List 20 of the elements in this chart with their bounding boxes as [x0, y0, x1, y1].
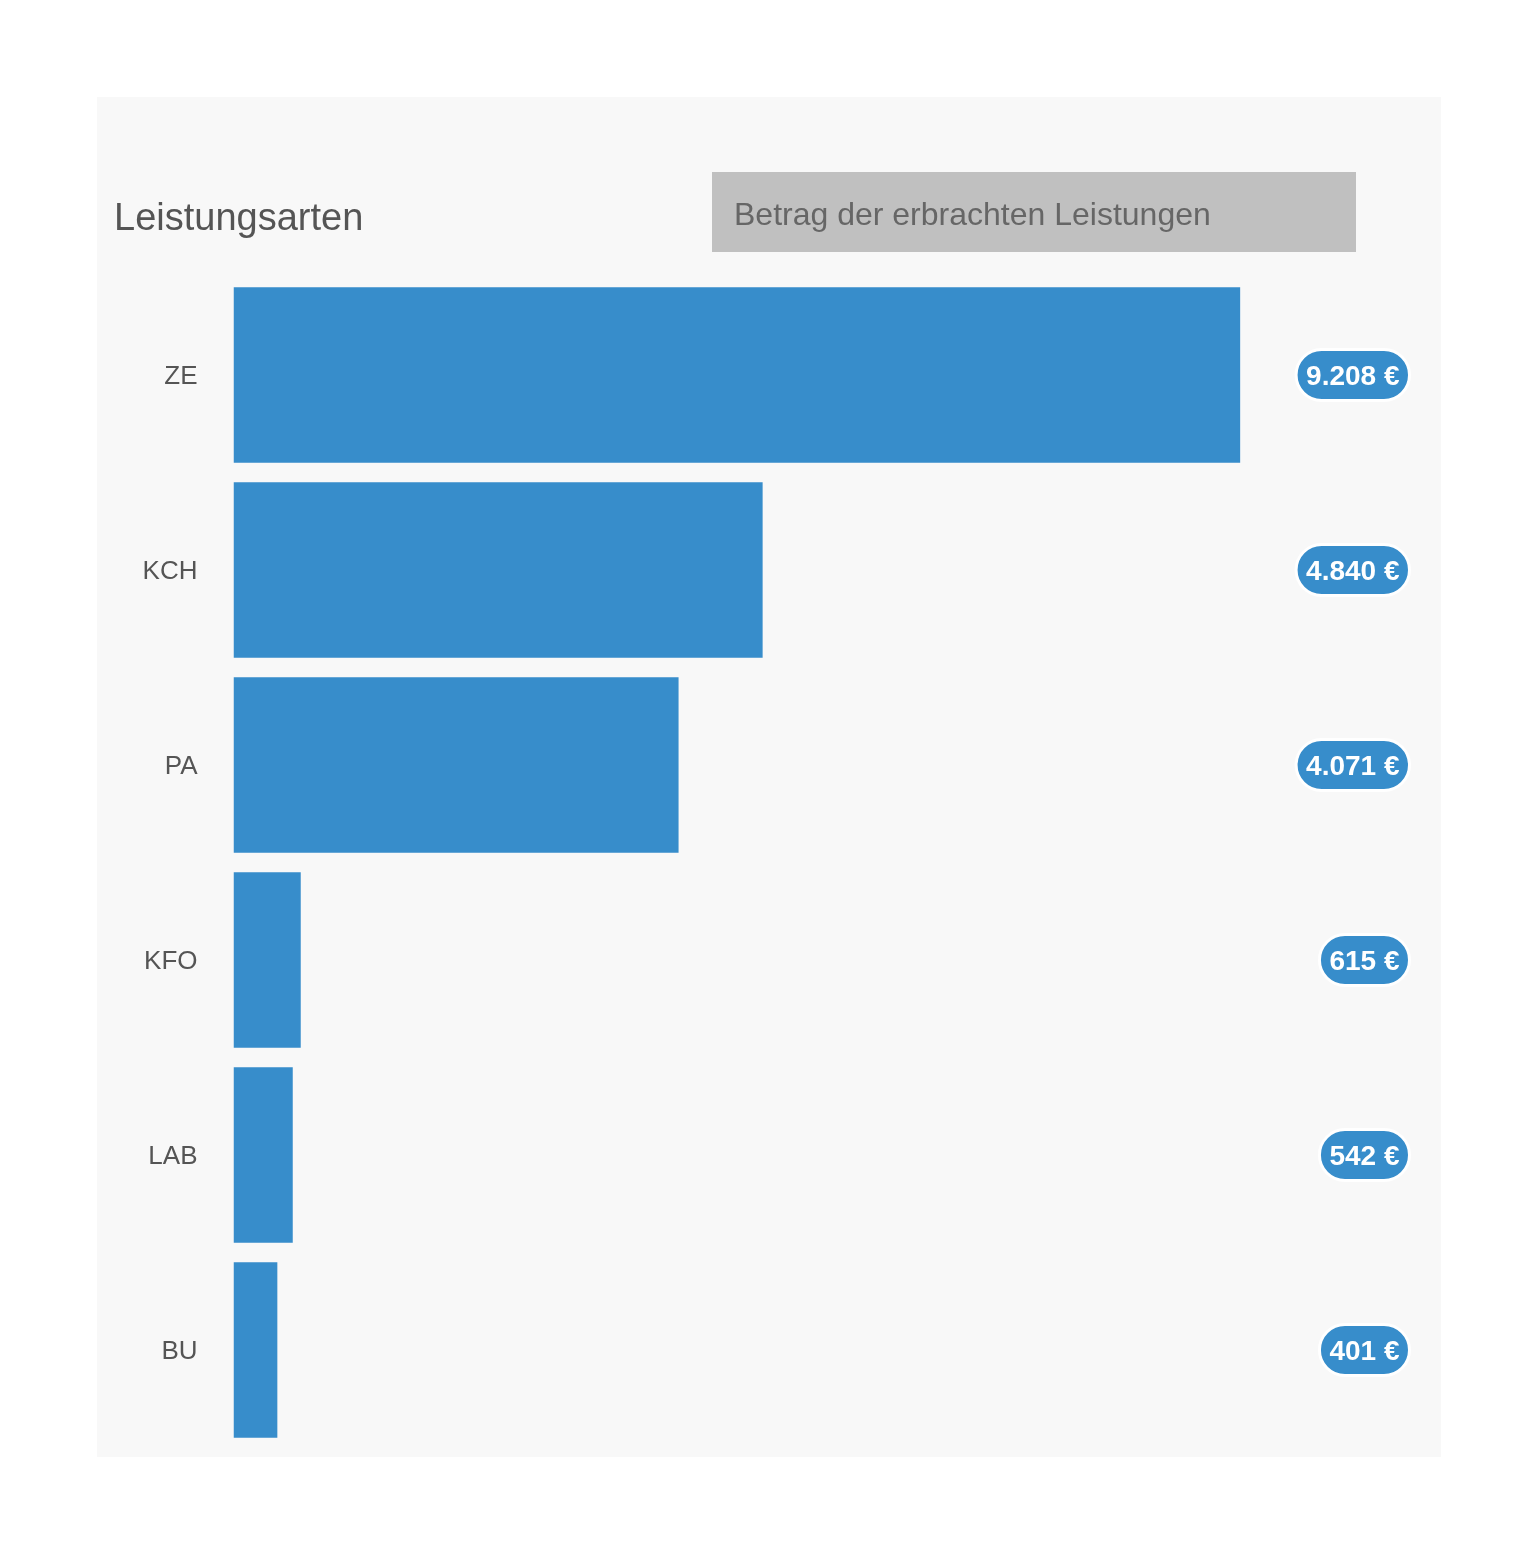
data-label: 615 € [1329, 944, 1400, 976]
chart-title: Leistungsarten [114, 195, 364, 240]
bar [233, 1262, 278, 1438]
bar [233, 482, 763, 658]
y-tick-label: KFO [144, 945, 198, 975]
bar [233, 287, 1241, 463]
bar [233, 677, 679, 853]
y-tick-label: LAB [148, 1140, 198, 1170]
data-label: 542 € [1329, 1139, 1400, 1171]
y-tick-label: KCH [142, 555, 198, 585]
y-tick-label: PA [164, 750, 199, 780]
data-label: 401 € [1329, 1334, 1400, 1366]
chart-subtitle: Betrag der erbrachten Leistungen [734, 195, 1211, 234]
y-tick-label: ZE [164, 360, 198, 390]
data-label: 4.071 € [1306, 749, 1400, 781]
data-label: 9.208 € [1306, 359, 1400, 391]
bar [233, 872, 301, 1048]
bar [233, 1067, 293, 1243]
data-label: 4.840 € [1306, 554, 1400, 586]
y-tick-label: BU [161, 1335, 198, 1365]
